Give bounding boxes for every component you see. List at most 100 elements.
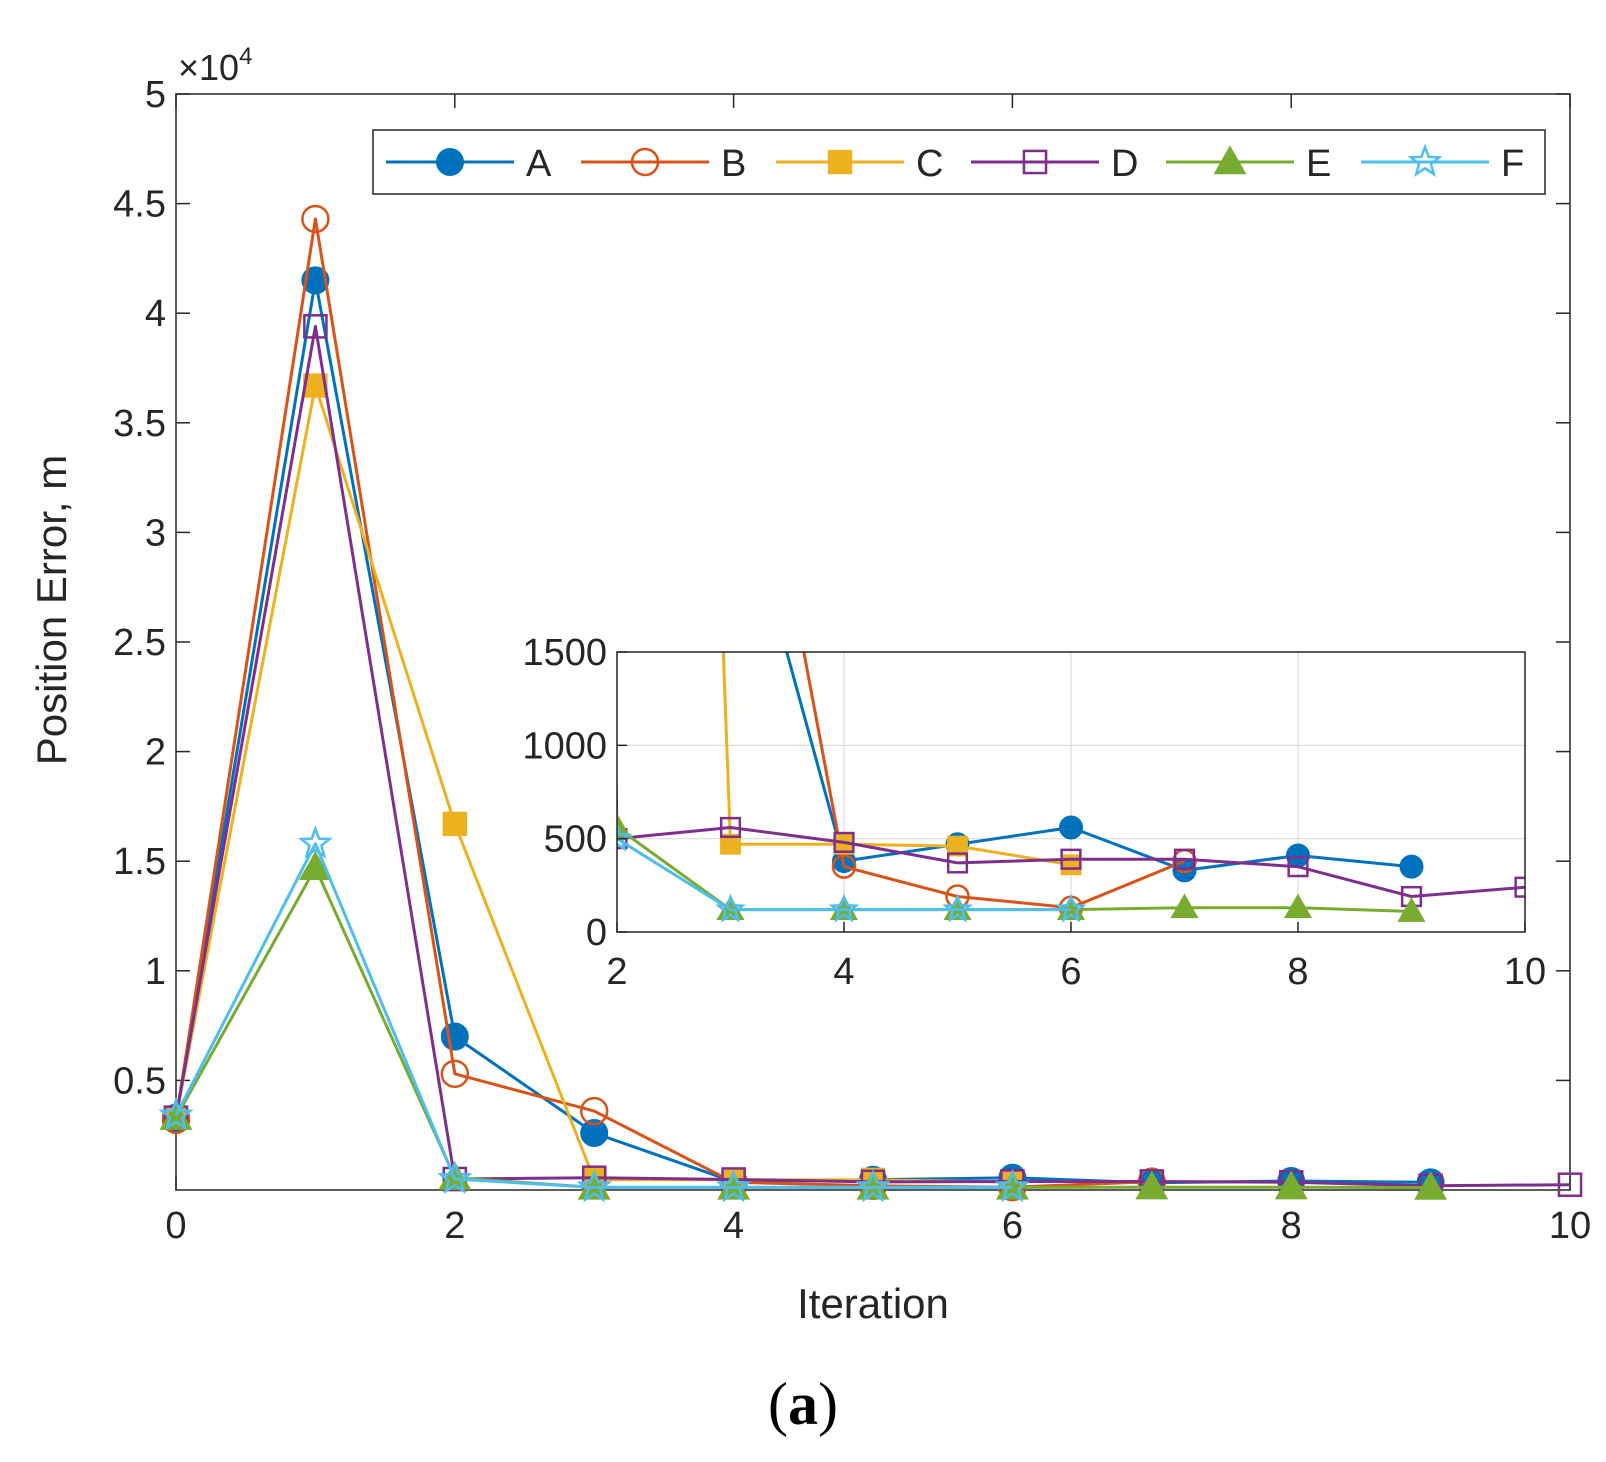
main-y-tick-label: 2 [145,732,166,774]
inset-point-f [1055,893,1087,923]
inset-point-f [828,893,860,923]
inset-y-tick-label: 500 [544,819,607,861]
inset-point-d [1060,848,1082,870]
main-point-b [301,204,330,234]
inset-series-group [617,249,1525,923]
inset-line-f [617,800,1071,912]
inset-x-tick-label: 10 [1504,951,1546,993]
main-x-tick-label: 8 [1281,1205,1302,1247]
legend-marker-swatch [436,148,464,176]
main-x-tick-label: 2 [444,1205,465,1247]
inset-x-tick-label: 6 [1060,951,1081,993]
inset-point-a [1286,843,1310,868]
main-point-f [158,1096,194,1131]
legend-label: B [721,143,746,185]
main-point-e [1414,1170,1448,1200]
main-point-f [855,1168,891,1203]
main-y-tick-label: 3 [145,512,166,554]
main-x-tick-label: 10 [1549,1205,1591,1247]
x-axis-label: Iteration [797,1280,949,1327]
inset-axis-ticks [616,651,1526,933]
main-series-group [158,204,1583,1203]
inset-point-e [1283,893,1313,919]
legend-label: A [526,143,552,185]
main-x-tick-label: 0 [165,1205,186,1247]
inset-y-tick-label: 1500 [522,632,607,674]
legend-label: E [1306,143,1331,185]
main-line-f [174,842,1013,1189]
legend-item-f: F [1361,143,1524,185]
legend-item-e: E [1166,143,1331,185]
inset-point-d [719,816,742,839]
main-y-tick-labels: 0.5 1 1.5 2 2.5 3 3.5 4 4.5 5 [113,74,166,1102]
legend-marker-swatch [630,147,660,177]
inset-point-a [1059,815,1083,840]
inset-x-tick-label: 8 [1287,951,1308,993]
legend-item-a: A [386,143,552,185]
main-y-tick-label: 2.5 [113,622,166,664]
main-point-f [437,1160,473,1194]
inset-series-d [617,742,1525,908]
inset-y-tick-label: 0 [586,912,607,954]
legend-item-d: D [971,143,1138,185]
main-y-tick-label: 4 [145,293,166,335]
inset-point-c [720,833,741,855]
main-point-f [297,825,333,859]
main-point-d [1557,1172,1583,1198]
legend: A B C D E F [372,129,1546,195]
main-y-tick-label: 4.5 [113,184,166,226]
inset-y-tick-labels: 0 500 1000 1500 [522,632,607,954]
inset-point-d [833,831,855,853]
main-point-c [442,811,468,837]
main-point-b [579,1096,609,1126]
main-point-e [1274,1170,1308,1200]
inset-point-f [942,893,973,923]
main-x-tick-labels: 0 2 4 6 8 10 [165,1205,1591,1247]
inset-series-f [617,800,1087,923]
main-x-tick-label: 4 [723,1205,744,1247]
main-y-tick-label: 1 [145,951,166,993]
legend-label: F [1501,143,1524,185]
inset-point-c [947,835,968,857]
inset-point-b [720,249,742,271]
main-y-tick-label: 0.5 [113,1060,166,1102]
inset-point-d [946,852,969,874]
legend-item-c: C [776,143,943,185]
main-y-tick-label: 3.5 [113,403,166,445]
figure-caption: (a) [768,1371,838,1437]
inset-point-f [617,822,633,852]
legend-box [372,129,1546,195]
legend-item-b: B [581,143,746,185]
inset-point-a [720,436,742,458]
legend-label: C [916,143,943,185]
inset-y-tick-label: 1000 [522,725,607,767]
main-point-f [576,1168,612,1203]
inset-point-b [831,854,857,879]
inset-chart: 0 500 1000 1500 2 4 6 8 10 [522,249,1546,993]
main-series-f [158,825,1030,1203]
main-y-tick-label: 5 [145,74,166,116]
main-y-tick-label: 1.5 [113,841,166,883]
main-point-b [440,1059,470,1089]
y-exponent-label: ×104 [178,43,252,88]
y-axis-label: Position Error, m [28,455,75,765]
main-x-tick-label: 6 [1002,1205,1023,1247]
inset-x-tick-label: 2 [606,951,627,993]
main-point-a [440,1022,469,1051]
inset-line-d [617,742,1525,898]
legend-marker-swatch [1213,145,1247,175]
inset-x-tick-label: 4 [833,951,854,993]
legend-marker-swatch [1407,143,1443,177]
inset-point-a [1399,854,1424,879]
inset-point-f [715,893,746,923]
inset-point-d [1287,856,1309,878]
main-point-a [580,1119,609,1148]
inset-point-e [1397,897,1426,922]
legend-marker-swatch [1022,149,1048,175]
main-point-e [1135,1170,1169,1200]
inset-point-d [1173,848,1196,870]
inset-point-d [1514,876,1525,898]
main-point-d [303,314,328,339]
legend-marker-swatch [827,149,853,175]
